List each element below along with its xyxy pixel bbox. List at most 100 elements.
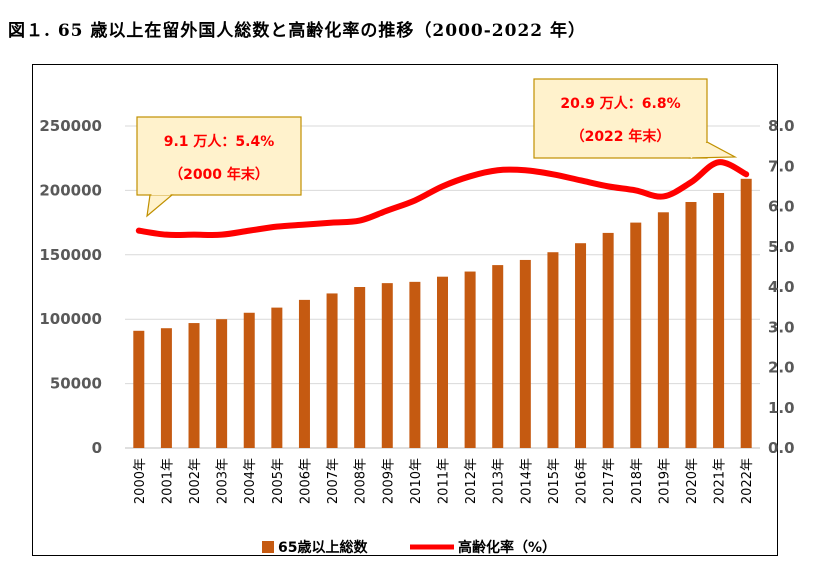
y-left-tick-label: 0 bbox=[92, 439, 102, 457]
bar-2002年 bbox=[188, 323, 200, 448]
legend-label-line: 高齢化率（%） bbox=[458, 539, 556, 556]
line-series bbox=[135, 159, 750, 238]
y-left-tick-label: 250000 bbox=[39, 117, 102, 135]
y-right-tick-label: 0.0 bbox=[768, 439, 795, 457]
line-point-2021年 bbox=[715, 159, 722, 165]
bar-2007年 bbox=[326, 293, 338, 448]
x-tick-label: 2009年 bbox=[381, 458, 396, 504]
y-left-tick-label: 50000 bbox=[50, 375, 102, 393]
y-right-tick-label: 4.0 bbox=[768, 278, 795, 296]
line-point-2013年 bbox=[495, 167, 501, 173]
bar-2020年 bbox=[685, 201, 697, 448]
line-point-2002年 bbox=[191, 232, 197, 238]
legend-label-bar: 65歳以上総数 bbox=[278, 539, 368, 556]
callout-box bbox=[533, 78, 708, 159]
y-left-tick-label: 100000 bbox=[39, 310, 102, 328]
x-tick-label: 2008年 bbox=[354, 458, 369, 504]
callout-box bbox=[136, 116, 302, 196]
figure-title: 図１. 65 歳以上在留外国人総数と高齢化率の推移（2000-2022 年） bbox=[8, 21, 587, 41]
x-tick-label: 2005年 bbox=[271, 458, 286, 504]
line-point-2008年 bbox=[357, 217, 363, 224]
y-right-tick-label: 5.0 bbox=[768, 238, 795, 256]
bar-2009年 bbox=[381, 283, 393, 448]
line-point-2003年 bbox=[219, 232, 225, 238]
callout-line1: 20.9 万人：6.8% bbox=[560, 95, 680, 112]
y-axis-right: 0.0 1.0 2.0 3.0 4.0 5.0 6.0 7.0 8.0 bbox=[768, 117, 795, 457]
x-tick-label: 2022年 bbox=[740, 458, 755, 504]
y-left-tick-label: 150000 bbox=[39, 246, 102, 264]
x-tick-label: 2000年 bbox=[133, 458, 148, 504]
bar-2021年 bbox=[713, 192, 725, 448]
bar-2013年 bbox=[492, 265, 504, 448]
x-tick-label: 2015年 bbox=[547, 458, 562, 504]
legend: 65歳以上総数 高齢化率（%） bbox=[262, 539, 556, 556]
line-point-2004年 bbox=[246, 228, 252, 234]
y-right-tick-label: 7.0 bbox=[768, 157, 795, 175]
line-point-2016年 bbox=[577, 177, 584, 183]
bar-2014年 bbox=[519, 259, 531, 448]
bar-2022年 bbox=[740, 178, 752, 449]
y-right-tick-label: 6.0 bbox=[768, 198, 795, 216]
x-tick-label: 2011年 bbox=[437, 458, 452, 504]
x-tick-label: 2006年 bbox=[298, 458, 313, 504]
x-tick-label: 2016年 bbox=[575, 458, 590, 504]
y-right-tick-label: 2.0 bbox=[768, 359, 795, 377]
y-right-tick-label: 1.0 bbox=[768, 399, 795, 417]
bar-2008年 bbox=[354, 287, 366, 448]
callout-line2: （2000 年末） bbox=[169, 166, 269, 183]
y-right-tick-label: 3.0 bbox=[768, 318, 795, 336]
x-tick-label: 2012年 bbox=[464, 458, 479, 504]
line-point-2017年 bbox=[605, 183, 611, 189]
line-point-2010年 bbox=[412, 197, 418, 204]
line-point-2007年 bbox=[329, 220, 335, 226]
line-point-2000年 bbox=[136, 228, 142, 234]
line-point-2015年 bbox=[550, 171, 556, 177]
x-tick-label: 2018年 bbox=[630, 458, 645, 504]
line-point-2006年 bbox=[301, 222, 308, 228]
callouts: 9.1 万人：5.4% （2000 年末） 20.9 万人：6.8% （2022 年末… bbox=[136, 78, 738, 218]
line-point-2012年 bbox=[467, 173, 473, 179]
callout-pointer bbox=[146, 194, 174, 218]
x-tick-label: 2013年 bbox=[492, 458, 507, 504]
x-tick-label: 2004年 bbox=[243, 458, 258, 504]
bar-2017年 bbox=[602, 232, 614, 448]
callout-line2: （2022 年末） bbox=[571, 128, 671, 145]
bar-2000年 bbox=[133, 330, 145, 448]
bar-2015年 bbox=[547, 252, 559, 448]
x-tick-label: 2017年 bbox=[602, 458, 617, 504]
x-tick-label: 2007年 bbox=[326, 458, 341, 504]
line-point-2022年 bbox=[743, 171, 749, 177]
line-point-2018年 bbox=[633, 187, 639, 193]
x-tick-label: 2020年 bbox=[685, 458, 700, 504]
x-tick-label: 2003年 bbox=[216, 458, 231, 504]
bar-2001年 bbox=[160, 328, 172, 448]
x-tick-label: 2002年 bbox=[188, 458, 203, 504]
bar-2012年 bbox=[464, 271, 476, 448]
x-tick-label: 2021年 bbox=[713, 458, 728, 504]
callout-2022: 20.9 万人：6.8% （2022 年末） bbox=[533, 78, 738, 159]
bar-2016年 bbox=[575, 243, 587, 448]
line-point-2011年 bbox=[439, 183, 446, 189]
y-right-tick-label: 8.0 bbox=[768, 117, 795, 135]
line-point-2014年 bbox=[522, 167, 528, 173]
y-axis-left: 0 50000 100000 150000 200000 250000 bbox=[39, 117, 102, 457]
x-axis: 2000年 2001年 2002年 2003年 2004年 2005年 2006年 2007年… bbox=[133, 458, 755, 504]
line-point-2005年 bbox=[274, 224, 280, 230]
bar-2011年 bbox=[437, 276, 448, 448]
bar-2003年 bbox=[216, 319, 228, 448]
bar-2010年 bbox=[409, 281, 421, 448]
y-left-tick-label: 200000 bbox=[39, 181, 102, 199]
x-tick-label: 2001年 bbox=[160, 458, 175, 504]
line-point-2019年 bbox=[660, 193, 666, 200]
bar-2004年 bbox=[243, 312, 255, 448]
bar-2019年 bbox=[657, 212, 669, 448]
callout-line1: 9.1 万人：5.4% bbox=[164, 133, 275, 150]
callout-2000: 9.1 万人：5.4% （2000 年末） bbox=[136, 116, 302, 218]
bar-2005年 bbox=[271, 307, 283, 448]
bar-2006年 bbox=[298, 299, 310, 448]
legend-swatch-bar bbox=[262, 541, 274, 553]
bar-2018年 bbox=[630, 222, 642, 448]
line-point-2020年 bbox=[688, 179, 694, 185]
line-point-2009年 bbox=[384, 207, 390, 214]
